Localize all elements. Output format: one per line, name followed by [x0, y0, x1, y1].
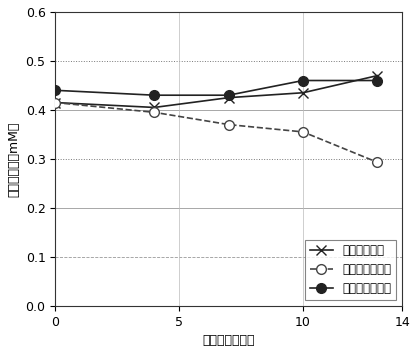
コントロール	[53, 101, 58, 105]
グルコースあり	[226, 122, 231, 127]
Line: グルコースあり: グルコースあり	[50, 98, 382, 167]
コントロール	[152, 105, 157, 110]
Line: コントロール: コントロール	[50, 71, 382, 112]
コントロール	[375, 74, 380, 78]
グルコースあり	[301, 130, 306, 134]
X-axis label: 経過日数（日）: 経過日数（日）	[202, 334, 255, 347]
コントロール	[301, 91, 306, 95]
Y-axis label: シアン濃度（mM）: シアン濃度（mM）	[7, 121, 20, 196]
Legend: コントロール, グルコースあり, グルコースなし: コントロール, グルコースあり, グルコースなし	[305, 240, 396, 300]
グルコースあり	[152, 110, 157, 114]
グルコースなし	[301, 78, 306, 82]
グルコースあり	[53, 101, 58, 105]
グルコースなし	[152, 93, 157, 97]
グルコースなし	[375, 78, 380, 82]
グルコースなし	[53, 88, 58, 92]
コントロール	[226, 96, 231, 100]
グルコースなし	[226, 93, 231, 97]
グルコースあり	[375, 160, 380, 164]
Line: グルコースなし: グルコースなし	[50, 76, 382, 100]
